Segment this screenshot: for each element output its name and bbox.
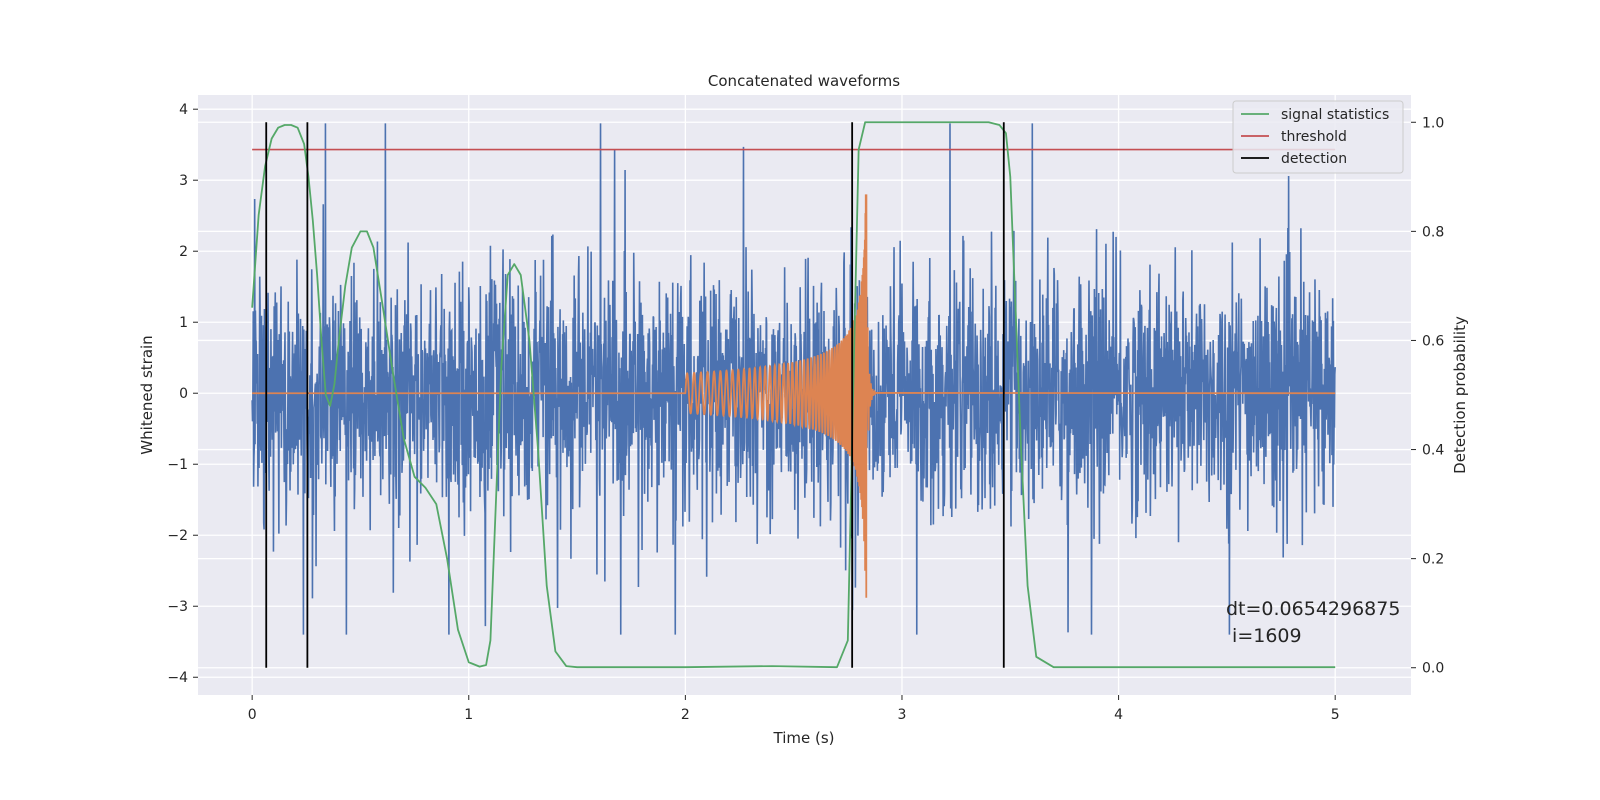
axes: 0 1 2 3 4 5 −4 −3 −2 −1 0 1 2 3 4 0.0 0.2 0.4 0.6 0.8 1.0	[167, 102, 1444, 723]
y-tick-label-right: 0.2	[1422, 552, 1444, 568]
y-tick-label-left: 4	[179, 102, 188, 118]
y-axis-label-left: Whitened strain	[138, 335, 156, 454]
x-axis-label: Time (s)	[773, 729, 835, 747]
y-tick-label-left: 2	[179, 244, 188, 260]
y-axis-label-right: Detection probability	[1451, 316, 1469, 474]
legend-label: detection	[1281, 151, 1347, 167]
y-tick-label-left: −1	[167, 457, 188, 473]
y-tick-label-right: 1.0	[1422, 115, 1444, 131]
y-tick-label-left: −4	[167, 670, 188, 686]
x-tick-label: 5	[1331, 707, 1340, 723]
legend-box	[1232, 100, 1404, 174]
y-tick-label-left: 3	[179, 173, 188, 189]
series-signal-statistics-line	[251, 121, 1336, 669]
chart-title: Concatenated waveforms	[708, 72, 900, 90]
y-tick-label-left: −3	[167, 599, 188, 615]
series-chirp-line	[252, 194, 1336, 598]
x-tick-label: 1	[464, 707, 473, 723]
x-tick-label: 0	[248, 707, 257, 723]
legend-label: threshold	[1281, 129, 1347, 145]
y-tick-label-left: 1	[179, 315, 188, 331]
x-tick-label: 2	[681, 707, 690, 723]
y-tick-label-right: 0.6	[1422, 333, 1444, 349]
y-tick-label-right: 0.0	[1422, 661, 1444, 677]
annotation-index: i=1609	[1226, 625, 1302, 647]
legend: signal statistics threshold detection	[1232, 100, 1404, 174]
y-tick-label-right: 0.4	[1422, 443, 1444, 459]
y-tick-label-left: −2	[167, 528, 188, 544]
x-tick-label: 3	[898, 707, 907, 723]
annotation-dt: dt=0.0654296875	[1226, 598, 1400, 620]
legend-label: signal statistics	[1281, 107, 1389, 123]
y-tick-label-right: 0.8	[1422, 224, 1444, 240]
data-layer	[251, 121, 1336, 669]
x-tick-label: 4	[1114, 707, 1123, 723]
y-tick-label-left: 0	[179, 386, 188, 402]
